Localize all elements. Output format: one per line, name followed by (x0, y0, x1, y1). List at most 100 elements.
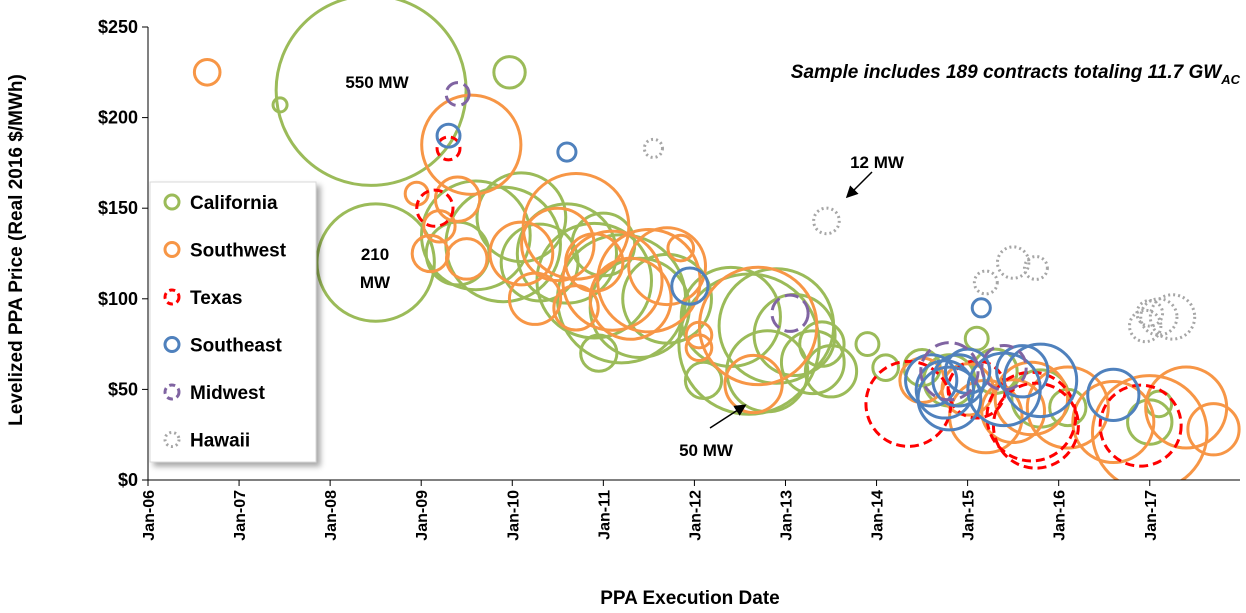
note-text: Sample includes 189 contracts totaling 1… (791, 62, 1224, 83)
bubble (552, 284, 600, 332)
bubble (556, 141, 578, 163)
annotation: 550 MW (345, 73, 409, 92)
sample-note: Sample includes 189 contracts totaling 1… (791, 62, 1241, 87)
bubble (993, 360, 1070, 437)
bubble (444, 237, 489, 281)
bubble (803, 344, 859, 399)
y-tick-label: $200 (98, 108, 138, 128)
bubble (854, 331, 881, 358)
x-tick-label: Jan-15 (961, 490, 978, 541)
bubble (871, 353, 900, 382)
y-tick-label: $100 (98, 289, 138, 309)
bubble (770, 293, 810, 333)
annotation: 12 MW (850, 153, 905, 172)
bubble (621, 252, 713, 345)
x-tick-label: Jan-12 (687, 490, 704, 541)
bubble (812, 206, 841, 236)
legend-marker (163, 193, 181, 211)
note-subscript: AC (1220, 72, 1240, 87)
x-tick-label: Jan-16 (1052, 490, 1069, 541)
bubble (963, 325, 990, 352)
bubble (561, 229, 664, 332)
bubble (444, 81, 471, 107)
bubble (1090, 374, 1209, 480)
bubble (415, 188, 455, 228)
legend-label: Southeast (190, 336, 283, 357)
bubble (940, 362, 995, 417)
legend-marker (163, 288, 181, 306)
bubble (422, 209, 457, 244)
legend-label: Texas (190, 288, 242, 309)
x-tick-label: Jan-11 (596, 490, 613, 540)
bubble (995, 245, 1031, 280)
y-tick-label: $0 (118, 470, 138, 490)
bubble (914, 359, 975, 420)
legend-label: Midwest (190, 383, 266, 404)
bubble (420, 93, 523, 196)
bubble (521, 172, 631, 281)
bubble (1186, 402, 1241, 457)
bubble (995, 344, 1050, 399)
bubble (970, 297, 992, 319)
annotation: MW (360, 273, 391, 292)
bubble (972, 269, 999, 296)
bubble (697, 265, 819, 387)
legend-marker (163, 431, 181, 448)
legend-label: California (190, 193, 278, 214)
bubble (980, 343, 1028, 392)
bubble (991, 381, 1080, 470)
bubble (642, 137, 664, 159)
bubble (1148, 293, 1197, 341)
bubble (798, 320, 846, 368)
bubble (1126, 398, 1174, 446)
y-tick-label: $150 (98, 198, 138, 218)
bubble (192, 57, 222, 87)
y-tick-label: $50 (108, 379, 138, 399)
bubble (919, 341, 980, 402)
bubble (1139, 297, 1179, 337)
bubble (779, 329, 846, 396)
bubble (315, 202, 436, 323)
x-tick-label: Jan-10 (505, 490, 522, 541)
x-tick-label: Jan-06 (141, 490, 158, 541)
legend: California Southwest Texas Southeast Midwest… (163, 193, 287, 452)
plot-area (192, 0, 1241, 480)
bubble (420, 179, 532, 292)
legend-label: Southwest (190, 241, 287, 262)
annotation: 210 (361, 245, 389, 264)
legend-box (149, 181, 317, 463)
bubble (433, 175, 482, 223)
bubble (492, 55, 527, 90)
bubble (1135, 298, 1165, 328)
bubble (435, 135, 462, 162)
bubble (666, 233, 696, 263)
legend-label: Hawaii (190, 431, 250, 452)
bubble (1144, 365, 1229, 450)
x-tick-label: Jan-17 (1143, 490, 1160, 541)
x-tick-label: Jan-13 (778, 490, 795, 541)
legend-marker (163, 336, 181, 353)
bubble (488, 220, 555, 287)
y-tick-label: $250 (98, 17, 138, 37)
bubble (723, 353, 784, 415)
bubble (985, 370, 1078, 463)
bubble (1128, 308, 1163, 344)
annotation: 50 MW (679, 441, 734, 460)
bubble (475, 171, 568, 264)
bubble (274, 0, 468, 187)
y-axis-title: Levelized PPA Price (Real 2016 $/MWh) (6, 74, 27, 426)
bubble (1098, 383, 1183, 468)
bubble (931, 353, 986, 408)
bubble (1022, 255, 1049, 281)
x-tick-label: Jan-14 (870, 490, 887, 541)
bubble (1086, 367, 1141, 422)
bubble (1071, 380, 1156, 465)
annotation-arrow (709, 404, 747, 429)
legend-marker (163, 241, 181, 258)
x-tick-label: Jan-07 (232, 490, 249, 541)
bubble (1002, 342, 1079, 419)
bubble (520, 206, 596, 283)
bubble (904, 353, 959, 408)
x-tick-label: Jan-08 (323, 490, 340, 541)
